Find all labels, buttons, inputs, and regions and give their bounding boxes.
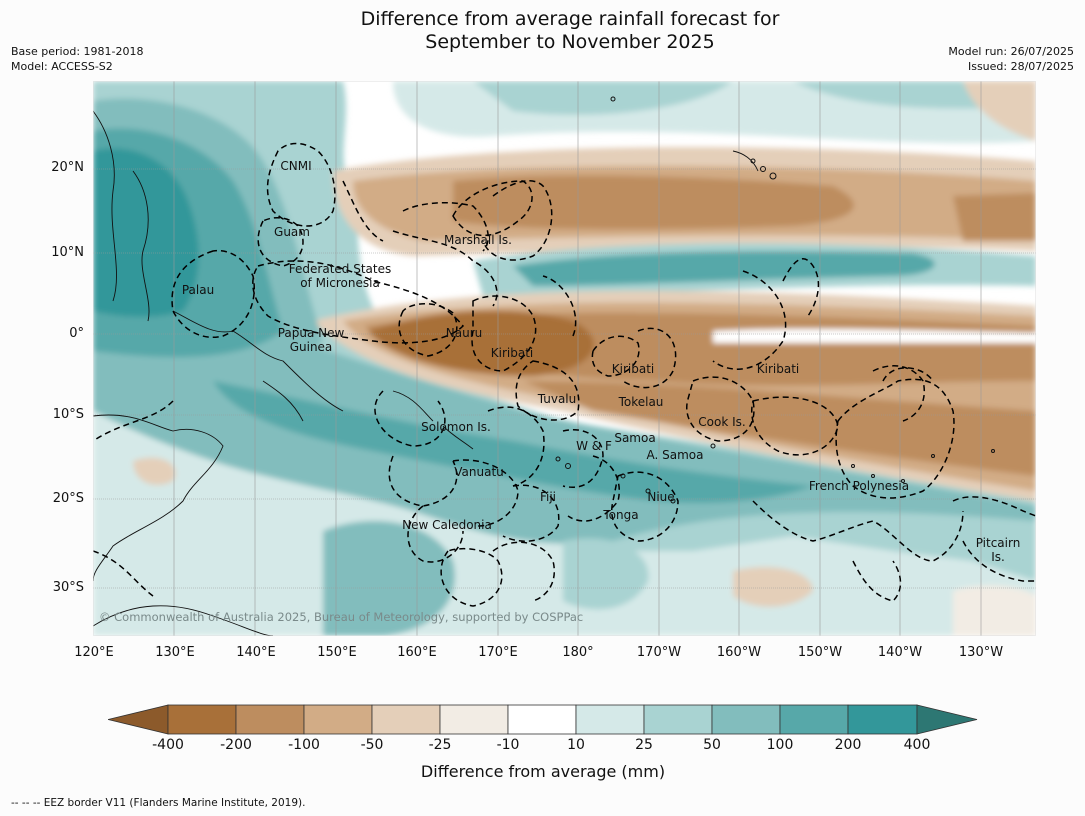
colorbar-swatch-8 bbox=[643, 704, 713, 735]
label-kiribati-central: Kiribati bbox=[611, 362, 655, 376]
colorbar-swatch-12 bbox=[916, 704, 978, 735]
label-micronesia: Federated States of Micronesia bbox=[288, 262, 392, 290]
colorbar-swatch-10 bbox=[779, 704, 849, 735]
copyright-notice: © Commonwealth of Australia 2025, Bureau… bbox=[99, 610, 584, 624]
colorbar-swatch-3 bbox=[303, 704, 373, 735]
lon-tick-160w: 160°W bbox=[716, 645, 762, 660]
lon-tick-150e: 150°E bbox=[317, 645, 357, 660]
colorbar-tick-5: -10 bbox=[496, 737, 520, 753]
colorbar-swatch-7 bbox=[575, 704, 645, 735]
title-line-1: Difference from average rainfall forecas… bbox=[360, 8, 780, 30]
colorbar-swatches bbox=[108, 704, 978, 735]
colorbar-tick-0: -400 bbox=[152, 737, 184, 753]
label-new-caledonia: New Caledonia bbox=[402, 518, 492, 532]
label-niue: Niue bbox=[647, 490, 675, 504]
colorbar-swatch-4 bbox=[371, 704, 441, 735]
anomaly-fill bbox=[93, 81, 1036, 636]
colorbar-tick-3: -50 bbox=[360, 737, 384, 753]
label-tuvalu: Tuvalu bbox=[537, 392, 577, 406]
lon-tick-140w: 140°W bbox=[877, 645, 923, 660]
lat-tick-10s: 10°S bbox=[52, 407, 84, 422]
label-tokelau: Tokelau bbox=[618, 395, 664, 409]
issued-date: Issued: 28/07/2025 bbox=[967, 60, 1074, 73]
colorbar-swatch-9 bbox=[711, 704, 781, 735]
colorbar-tick-10: 200 bbox=[834, 737, 862, 753]
title-line-2: September to November 2025 bbox=[425, 31, 715, 53]
colorbar bbox=[108, 704, 978, 735]
label-solomon-islands: Solomon Is. bbox=[421, 420, 491, 434]
lon-tick-150w: 150°W bbox=[797, 645, 843, 660]
colorbar-swatch-0 bbox=[108, 704, 169, 735]
label-french-polynesia: French Polynesia bbox=[808, 479, 910, 493]
lon-tick-160e: 160°E bbox=[397, 645, 437, 660]
eez-borders bbox=[93, 142, 1036, 607]
colorbar-tick-6: 10 bbox=[567, 737, 585, 753]
lat-tick-20s: 20°S bbox=[52, 491, 84, 506]
label-palau: Palau bbox=[181, 283, 215, 297]
colorbar-label: Difference from average (mm) bbox=[420, 762, 666, 781]
label-vanuatu: Vanuatu bbox=[454, 465, 504, 479]
islands bbox=[555, 96, 995, 504]
label-papua-new-guinea: Papua New Guinea bbox=[277, 326, 345, 354]
colorbar-swatch-1 bbox=[167, 704, 237, 735]
lat-tick-30s: 30°S bbox=[52, 580, 84, 595]
model-name: Model: ACCESS-S2 bbox=[11, 60, 113, 73]
colorbar-tick-4: -25 bbox=[428, 737, 452, 753]
label-fiji: Fiji bbox=[539, 490, 557, 504]
lon-tick-130e: 130°E bbox=[155, 645, 195, 660]
colorbar-swatch-5 bbox=[439, 704, 509, 735]
colorbar-tick-1: -200 bbox=[220, 737, 252, 753]
coastlines bbox=[93, 110, 759, 636]
lat-tick-20n: 20°N bbox=[51, 160, 84, 175]
rainfall-anomaly-map[interactable] bbox=[93, 81, 1036, 636]
label-samoa: Samoa bbox=[614, 431, 656, 445]
label-kiribati-east: Kiribati bbox=[756, 362, 800, 376]
lon-tick-120e: 120°E bbox=[74, 645, 114, 660]
lat-tick-0: 0° bbox=[69, 326, 84, 341]
label-marshall-islands: Marshall Is. bbox=[444, 233, 512, 247]
colorbar-tick-8: 50 bbox=[703, 737, 721, 753]
colorbar-tick-2: -100 bbox=[288, 737, 320, 753]
colorbar-tick-11: 400 bbox=[903, 737, 931, 753]
metadata-left: Base period: 1981-2018 Model: ACCESS-S2 bbox=[11, 44, 143, 74]
label-pitcairn-islands: Pitcairn Is. bbox=[975, 536, 1021, 564]
lat-tick-10n: 10°N bbox=[51, 245, 84, 260]
label-cnmi: CNMI bbox=[280, 159, 312, 173]
colorbar-swatch-2 bbox=[235, 704, 305, 735]
label-nauru: Nauru bbox=[445, 326, 483, 340]
model-run: Model run: 26/07/2025 bbox=[948, 45, 1074, 58]
label-guam: Guam bbox=[274, 225, 310, 239]
lon-tick-170w: 170°W bbox=[636, 645, 682, 660]
label-kiribati-west: Kiribati bbox=[490, 346, 534, 360]
label-wallis-futuna: W & F bbox=[576, 439, 612, 453]
colorbar-swatch-6 bbox=[507, 704, 577, 735]
colorbar-tick-9: 100 bbox=[766, 737, 794, 753]
lon-tick-140e: 140°E bbox=[236, 645, 276, 660]
colorbar-swatch-11 bbox=[847, 704, 918, 735]
chart-title: Difference from average rainfall forecas… bbox=[0, 8, 1085, 54]
label-tonga: Tonga bbox=[603, 508, 639, 522]
lon-tick-170e: 170°E bbox=[478, 645, 518, 660]
eez-footnote: -- -- -- EEZ border V11 (Flanders Marine… bbox=[11, 797, 306, 809]
lon-tick-130w: 130°W bbox=[958, 645, 1004, 660]
label-cook-islands: Cook Is. bbox=[698, 415, 746, 429]
base-period: Base period: 1981-2018 bbox=[11, 45, 144, 58]
label-american-samoa: A. Samoa bbox=[646, 448, 704, 462]
lon-tick-180: 180° bbox=[562, 645, 594, 660]
metadata-right: Model run: 26/07/2025 Issued: 28/07/2025 bbox=[948, 44, 1074, 74]
colorbar-tick-7: 25 bbox=[635, 737, 653, 753]
graticule bbox=[93, 81, 1036, 636]
